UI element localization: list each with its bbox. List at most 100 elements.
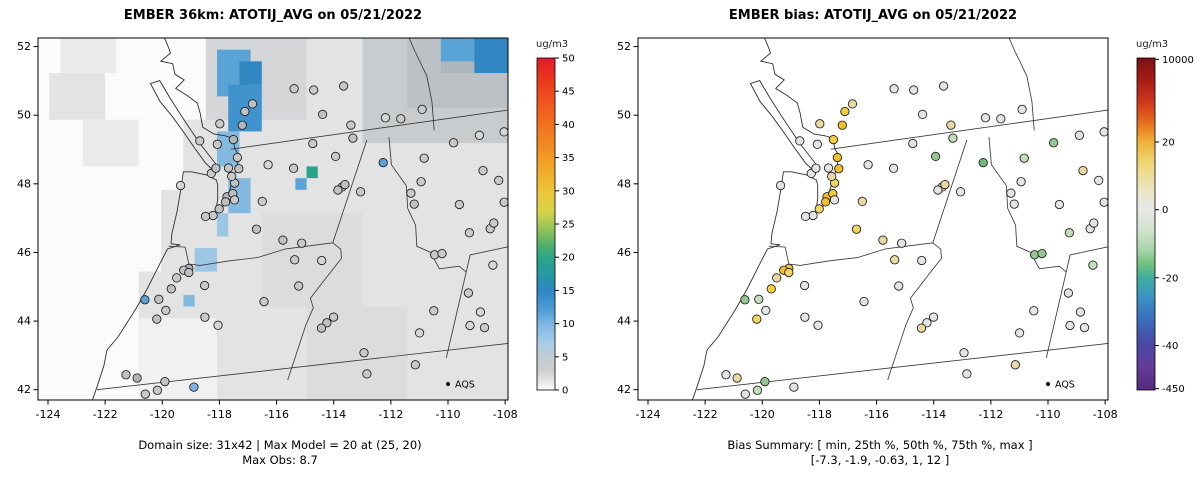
station-marker	[775, 180, 786, 191]
x-tick-label: -108	[493, 408, 518, 421]
colorbar-tick-label: 40	[562, 120, 575, 131]
station-marker	[479, 322, 490, 333]
station-marker	[917, 109, 928, 120]
station-marker	[416, 177, 426, 187]
station-marker	[414, 328, 425, 338]
station-marker	[857, 196, 867, 207]
station-marker	[897, 238, 907, 248]
station-marker	[474, 130, 485, 140]
y-tick-label: 46	[617, 246, 631, 259]
station-marker	[894, 281, 904, 291]
station-marker	[840, 106, 850, 117]
station-marker	[200, 312, 210, 322]
model-grid-layer	[38, 38, 508, 400]
station-marker	[889, 84, 899, 94]
colorbar-tick-label: 0	[1162, 205, 1168, 216]
station-marker	[938, 81, 949, 91]
state-border	[230, 109, 508, 150]
station-marker	[1078, 165, 1088, 176]
y-tick-label: 50	[617, 109, 631, 122]
state-border	[470, 246, 508, 256]
station-marker	[878, 235, 888, 245]
station-marker	[380, 113, 391, 123]
bias-panel-caption: Bias Summary: [ min, 25th %, 50th %, 75t…	[610, 438, 1150, 468]
station-marker	[813, 320, 823, 330]
colorbar-tick-label: -450	[1162, 384, 1185, 395]
x-tick-label: -112	[978, 408, 1003, 421]
station-marker	[828, 134, 839, 145]
station-marker	[223, 163, 234, 173]
station-marker	[955, 187, 966, 197]
station-markers	[121, 81, 508, 399]
station-marker	[259, 296, 269, 307]
station-marker	[152, 385, 163, 395]
x-tick-label: -124	[36, 408, 61, 421]
bias-map-layer	[638, 38, 1108, 400]
station-marker	[316, 323, 327, 333]
station-marker	[1063, 288, 1074, 298]
y-tick-label: 42	[617, 383, 631, 396]
colorbar-unit-label: ug/m3	[536, 39, 568, 50]
station-marker	[815, 119, 825, 129]
station-marker	[237, 120, 247, 130]
station-marker	[189, 382, 199, 392]
station-marker	[330, 151, 341, 162]
station-marker	[289, 84, 299, 94]
station-marker	[823, 163, 834, 173]
station-marker	[1075, 307, 1086, 317]
station-marker	[140, 389, 150, 399]
station-marker	[499, 127, 508, 137]
x-tick-label: -118	[207, 408, 232, 421]
station-marker	[396, 114, 406, 124]
model-map-canvas: AQS -124 -122 -120 -118 -116 -114 -112 -110 -108 4…	[17, 37, 575, 421]
state-border	[768, 242, 933, 266]
station-marker	[1079, 322, 1090, 333]
station-marker	[121, 370, 131, 380]
station-marker	[766, 284, 776, 294]
station-marker	[909, 85, 919, 95]
station-marker	[916, 323, 927, 333]
station-marker	[333, 185, 343, 195]
station-marker	[317, 255, 327, 266]
station-marker	[740, 389, 750, 399]
station-marker	[800, 211, 811, 222]
station-marker	[760, 376, 770, 387]
station-marker	[1048, 138, 1059, 148]
station-marker	[1094, 175, 1104, 186]
station-marker	[1010, 360, 1020, 370]
station-marker	[184, 267, 194, 278]
station-marker	[294, 281, 304, 291]
state-border	[1065, 254, 1071, 273]
station-marker	[348, 133, 358, 143]
colorbar-unit-label: ug/m3	[1136, 39, 1168, 50]
station-marker	[465, 320, 475, 331]
x-tick-label: -120	[750, 408, 775, 421]
station-marker	[499, 197, 508, 207]
x-tick-label: -114	[321, 408, 346, 421]
y-tick-label: 48	[17, 177, 31, 190]
caption-line-bias-values: [-7.3, -1.9, -0.63, 1, 12 ]	[810, 453, 950, 467]
state-border	[465, 254, 471, 273]
station-marker	[154, 294, 164, 304]
station-marker	[928, 312, 939, 322]
y-tick-label: 52	[617, 40, 631, 53]
y-tick-label: 44	[17, 315, 31, 328]
station-marker	[278, 235, 288, 245]
colorbar-tick-label: 25	[562, 220, 575, 231]
station-marker	[837, 120, 847, 130]
x-tick-label: -108	[1093, 408, 1118, 421]
station-marker	[309, 85, 319, 95]
station-marker	[799, 280, 810, 291]
station-marker	[195, 136, 205, 146]
bias-panel: AQS -124 -122 -120 -118 -116 -114 -112 -110 -108 4…	[600, 0, 1200, 479]
station-marker	[827, 171, 837, 182]
station-marker	[834, 164, 844, 174]
bias-map-canvas: AQS -124 -122 -120 -118 -116 -114 -112 -110 -108 4…	[617, 37, 1194, 421]
station-marker	[488, 260, 498, 270]
station-marker	[251, 224, 262, 234]
station-marker	[478, 165, 488, 176]
station-marker	[908, 138, 918, 149]
station-marker	[419, 153, 429, 163]
station-marker	[1029, 306, 1039, 316]
y-tick-label: 42	[17, 383, 31, 396]
